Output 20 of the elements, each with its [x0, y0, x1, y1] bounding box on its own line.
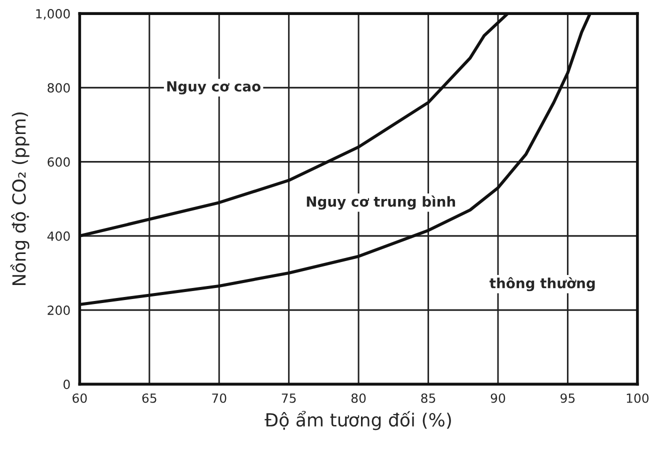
- y-tick-label: 1,000: [36, 9, 70, 20]
- x-tick-label: 65: [142, 393, 156, 403]
- y-tick-label: 600: [48, 157, 70, 167]
- x-tick-label: 100: [626, 393, 649, 403]
- annotation: thông thường: [490, 277, 595, 292]
- y-tick-label: 800: [48, 83, 70, 93]
- y-tick-label: 200: [48, 306, 70, 315]
- x-tick-label: 80: [351, 393, 366, 403]
- annotation: Nguy cơ cao: [167, 81, 260, 94]
- x-tick-label: 60: [72, 393, 87, 403]
- x-axis-title: Độ ẩm tương đối (%): [264, 410, 451, 430]
- x-tick-label: 75: [282, 394, 296, 403]
- x-tick-label: 95: [560, 393, 575, 403]
- y-tick-label: 0: [64, 380, 70, 390]
- x-tick-label: 90: [490, 393, 506, 403]
- x-tick-label: 70: [212, 393, 226, 403]
- y-axis-title: Nồng độ CO₂ (ppm): [10, 112, 30, 286]
- y-tick-label: 400: [47, 231, 70, 241]
- x-tick-label: 85: [421, 393, 436, 403]
- annotation: Nguy cơ trung bình: [306, 196, 456, 210]
